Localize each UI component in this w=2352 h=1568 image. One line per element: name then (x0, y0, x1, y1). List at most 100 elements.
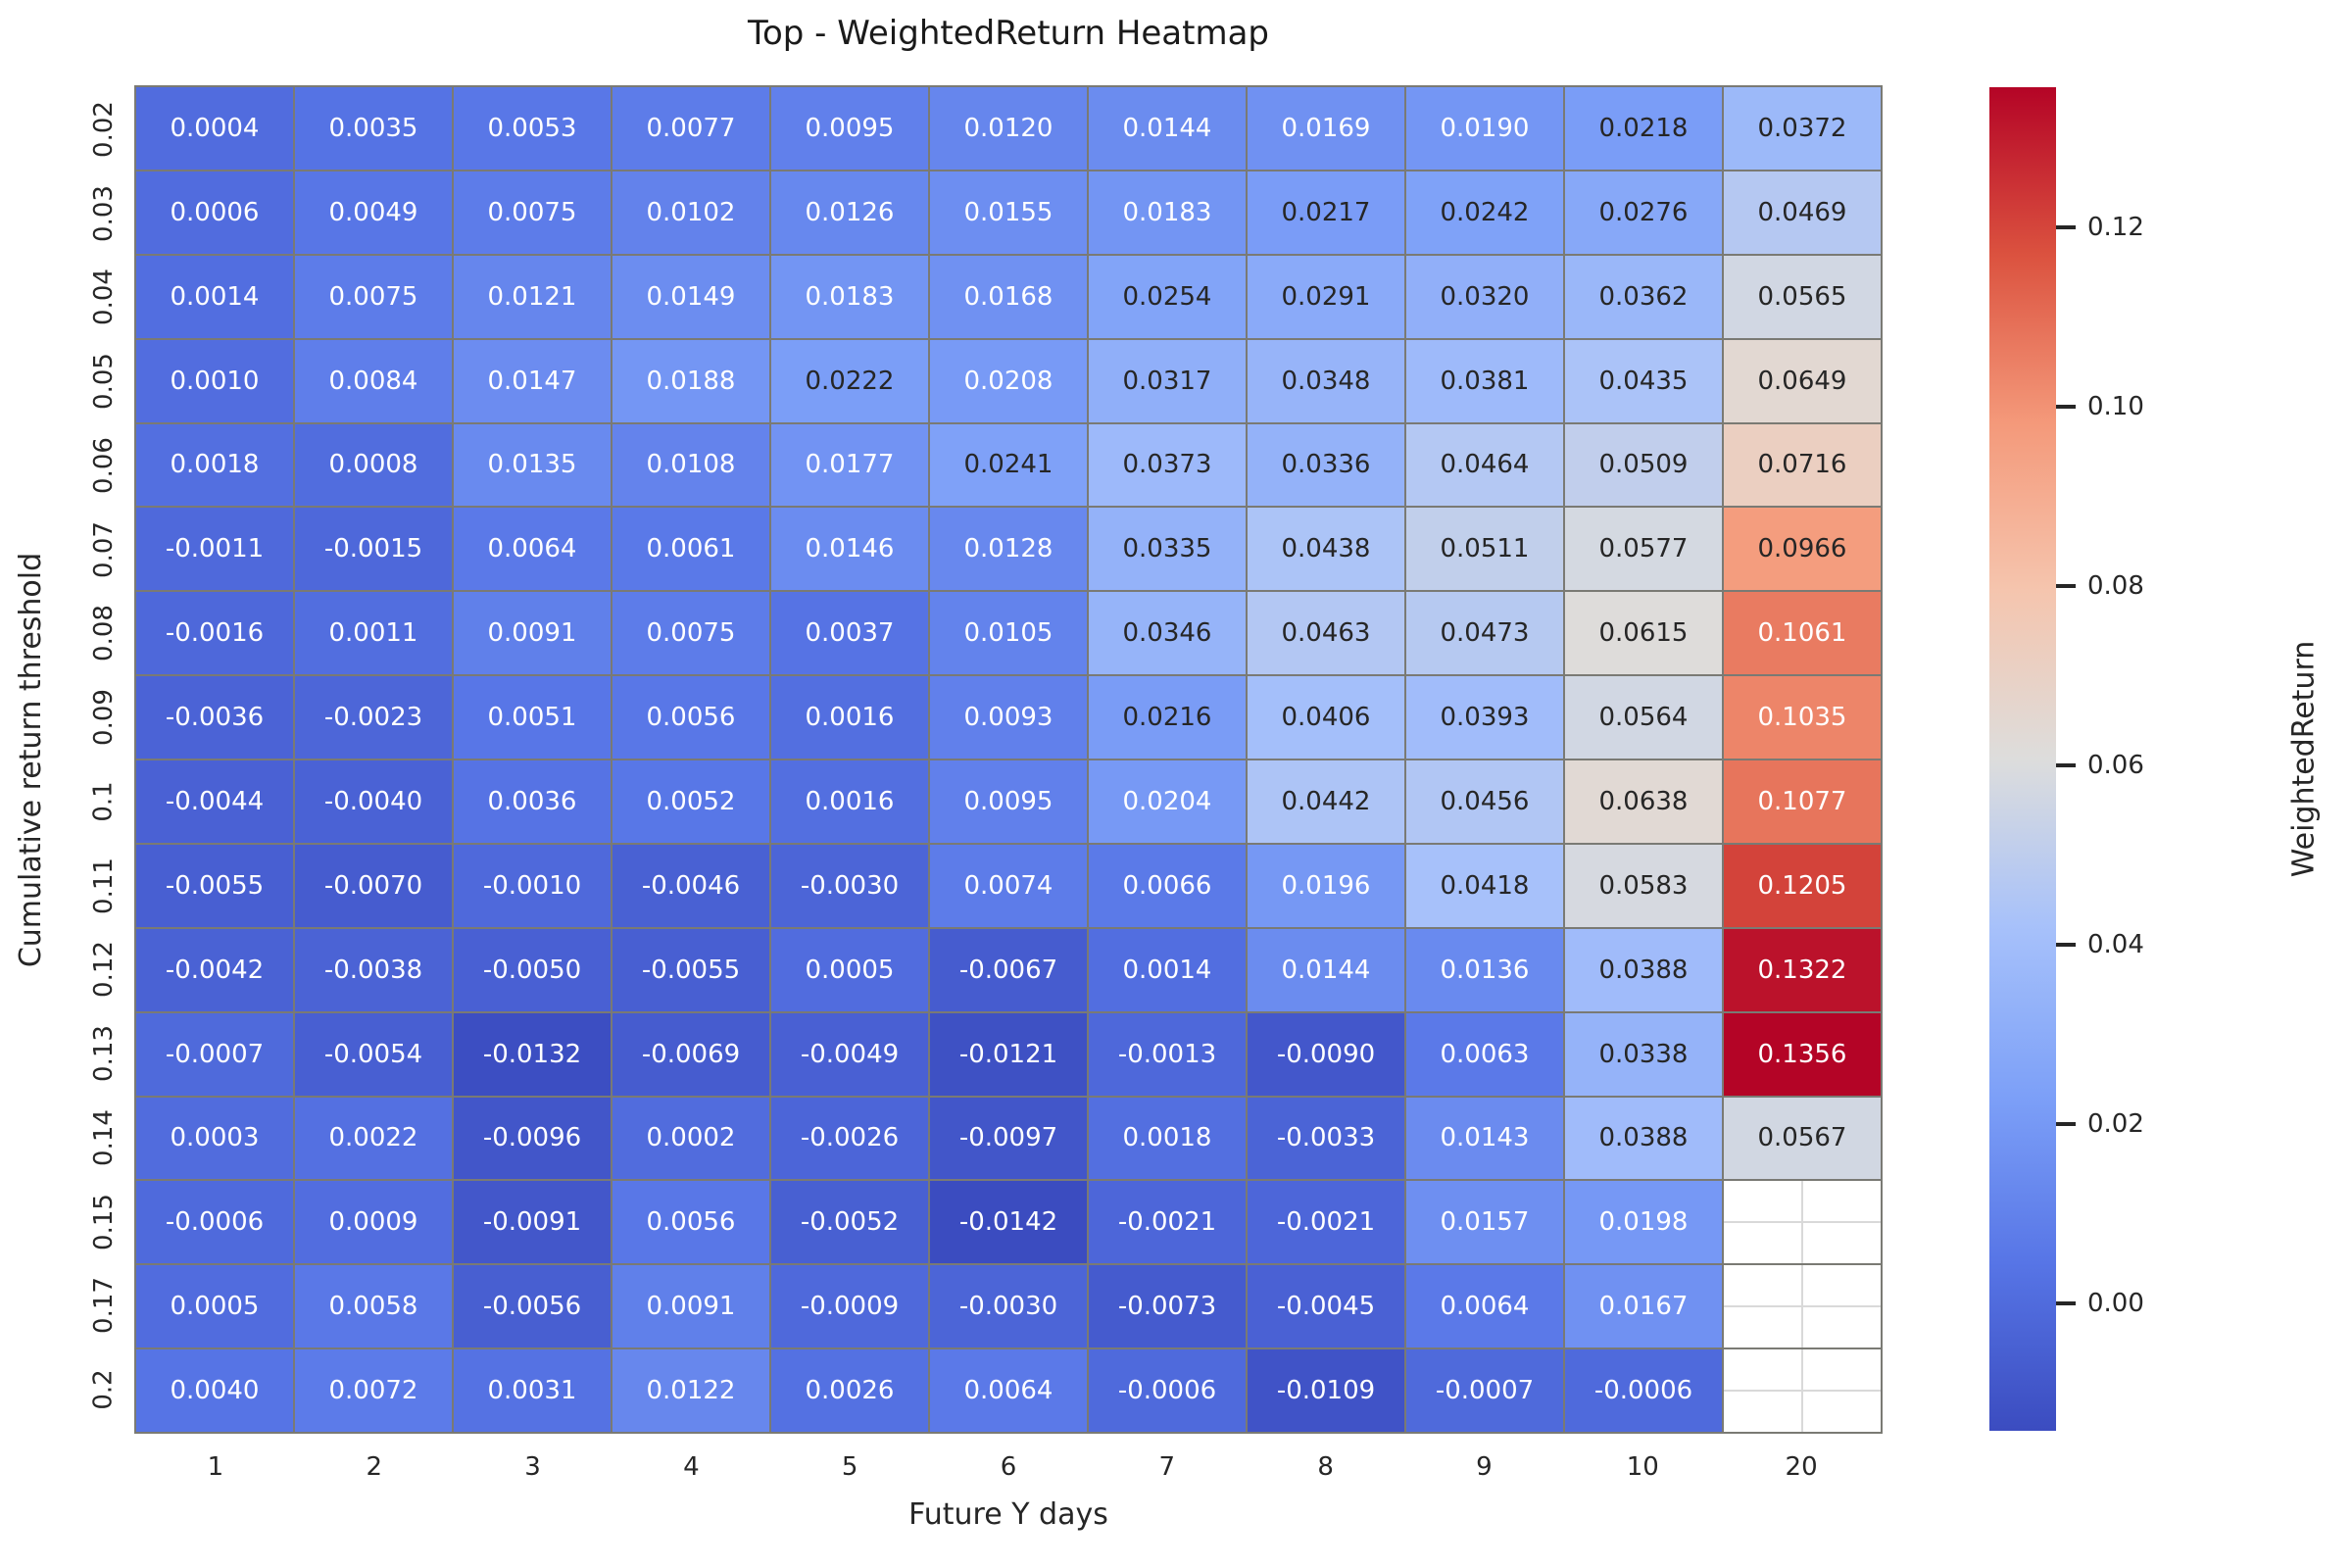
heatmap-cell: -0.0013 (1089, 1012, 1246, 1096)
colorbar-tick-label: 0.08 (2087, 570, 2144, 601)
heatmap-cell: 0.0276 (1565, 171, 1722, 254)
heatmap-cell: 0.1061 (1724, 592, 1881, 675)
x-tick-label: 8 (1317, 1452, 1334, 1482)
colorbar-tick-label: 0.02 (2087, 1108, 2144, 1139)
heatmap-cell (1724, 1181, 1881, 1264)
heatmap-cell: 0.0169 (1248, 87, 1404, 170)
heatmap-cell: 0.0049 (295, 171, 452, 254)
heatmap-cell: 0.0435 (1565, 339, 1722, 422)
heatmap-cell: 0.1322 (1724, 928, 1881, 1011)
heatmap-cell: 0.0064 (1406, 1265, 1563, 1348)
heatmap-cell: 0.0014 (136, 255, 293, 338)
heatmap-cell: 0.0009 (295, 1181, 452, 1264)
heatmap-cell: 0.0388 (1565, 928, 1722, 1011)
heatmap-cell: 0.1077 (1724, 760, 1881, 843)
heatmap-cell: 0.0120 (930, 87, 1087, 170)
heatmap-cell: 0.0167 (1565, 1265, 1722, 1348)
heatmap-cell: -0.0006 (1565, 1349, 1722, 1432)
heatmap-cell: 0.0014 (1089, 928, 1246, 1011)
x-tick-label: 2 (366, 1452, 382, 1482)
heatmap-cell: 0.0003 (136, 1097, 293, 1180)
heatmap-cell: -0.0036 (136, 676, 293, 759)
heatmap-cell: 0.0051 (454, 676, 611, 759)
heatmap-cell: -0.0109 (1248, 1349, 1404, 1432)
heatmap-cell: 0.0216 (1089, 676, 1246, 759)
heatmap-cell: 0.0035 (295, 87, 452, 170)
heatmap-cell: 0.0136 (1406, 928, 1563, 1011)
x-tick-label: 1 (207, 1452, 224, 1482)
heatmap-cell: -0.0056 (454, 1265, 611, 1348)
heatmap-cell: 0.0177 (771, 423, 928, 507)
heatmap-cell: 0.0084 (295, 339, 452, 422)
colorbar-tick-label: 0.00 (2087, 1289, 2144, 1319)
heatmap-cell: -0.0142 (930, 1181, 1087, 1264)
x-tick-label: 3 (524, 1452, 541, 1482)
heatmap-cell: 0.0122 (612, 1349, 769, 1432)
y-tick-label: 0.02 (89, 100, 120, 158)
heatmap-cell: 0.0567 (1724, 1097, 1881, 1180)
heatmap-cell: -0.0006 (1089, 1349, 1246, 1432)
heatmap-cell: 0.0346 (1089, 592, 1246, 675)
heatmap-cell: -0.0049 (771, 1012, 928, 1096)
colorbar-gradient (1989, 87, 2056, 1431)
y-tick-label: 0.12 (89, 941, 120, 999)
heatmap-cell: -0.0038 (295, 928, 452, 1011)
heatmap-cell: 0.0335 (1089, 508, 1246, 591)
heatmap-cell: -0.0045 (1248, 1265, 1404, 1348)
heatmap-cell: 0.0018 (136, 423, 293, 507)
x-tick-label: 9 (1476, 1452, 1493, 1482)
heatmap-cell: -0.0121 (930, 1012, 1087, 1096)
heatmap-cell: 0.0241 (930, 423, 1087, 507)
x-tick-label: 5 (841, 1452, 858, 1482)
heatmap-cell: 0.0638 (1565, 760, 1722, 843)
heatmap-cell: -0.0054 (295, 1012, 452, 1096)
heatmap-cell: 0.0135 (454, 423, 611, 507)
heatmap-cell: -0.0090 (1248, 1012, 1404, 1096)
heatmap-cell: 0.0222 (771, 339, 928, 422)
heatmap-cell: 0.0074 (930, 844, 1087, 927)
heatmap-cell: -0.0016 (136, 592, 293, 675)
heatmap-cell: 0.0565 (1724, 255, 1881, 338)
heatmap-cell: 0.0149 (612, 255, 769, 338)
heatmap-cell: -0.0007 (1406, 1349, 1563, 1432)
heatmap-cell: -0.0030 (771, 844, 928, 927)
heatmap-cell: 0.0006 (136, 171, 293, 254)
y-tick-label: 0.15 (89, 1193, 120, 1250)
heatmap-cell: 0.0075 (454, 171, 611, 254)
heatmap-cell: 0.0005 (771, 928, 928, 1011)
heatmap-cell: -0.0007 (136, 1012, 293, 1096)
heatmap-cell (1724, 1349, 1881, 1432)
heatmap-cell: -0.0070 (295, 844, 452, 927)
heatmap-cell: 0.0144 (1248, 928, 1404, 1011)
heatmap-cell: 0.0204 (1089, 760, 1246, 843)
x-tick-label: 20 (1785, 1452, 1818, 1482)
heatmap-cell: 0.0196 (1248, 844, 1404, 927)
heatmap-cell: 0.0091 (612, 1265, 769, 1348)
heatmap-cell: -0.0021 (1089, 1181, 1246, 1264)
heatmap-cell: 0.0022 (295, 1097, 452, 1180)
heatmap-cell: 0.0053 (454, 87, 611, 170)
heatmap-cell: -0.0097 (930, 1097, 1087, 1180)
heatmap-cell: 0.0583 (1565, 844, 1722, 927)
heatmap-cell: 0.0511 (1406, 508, 1563, 591)
heatmap-cell: 0.0121 (454, 255, 611, 338)
heatmap-cell: 0.0058 (295, 1265, 452, 1348)
heatmap-cell: 0.0008 (295, 423, 452, 507)
heatmap-cell: 0.0066 (1089, 844, 1246, 927)
heatmap-cell: -0.0026 (771, 1097, 928, 1180)
heatmap-cell: -0.0096 (454, 1097, 611, 1180)
heatmap-cell: 0.0418 (1406, 844, 1563, 927)
heatmap-cell: 0.0183 (771, 255, 928, 338)
heatmap-cell: 0.0509 (1565, 423, 1722, 507)
y-tick-label: 0.17 (89, 1277, 120, 1335)
heatmap-cell: 0.0372 (1724, 87, 1881, 170)
x-tick-label: 10 (1626, 1452, 1659, 1482)
heatmap-cell: 0.0198 (1565, 1181, 1722, 1264)
heatmap-cell: 0.0320 (1406, 255, 1563, 338)
y-tick-label: 0.05 (89, 353, 120, 411)
heatmap-cell: -0.0044 (136, 760, 293, 843)
heatmap-cell: -0.0009 (771, 1265, 928, 1348)
heatmap-cell: -0.0010 (454, 844, 611, 927)
heatmap-cell: 0.0091 (454, 592, 611, 675)
heatmap-cell: 0.0168 (930, 255, 1087, 338)
